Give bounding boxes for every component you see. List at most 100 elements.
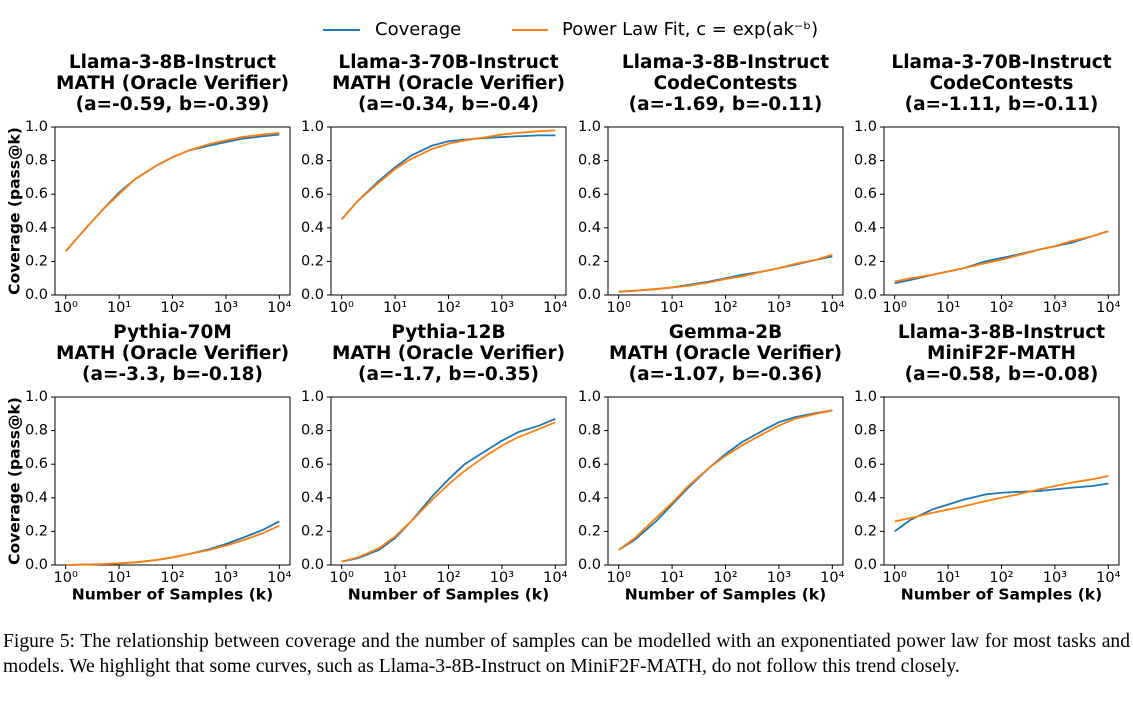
y-tick-label: 0.2 bbox=[854, 523, 877, 539]
x-tick-label: 10² bbox=[713, 570, 737, 586]
y-tick-label: 0.8 bbox=[854, 423, 877, 439]
plot-frame bbox=[607, 396, 844, 566]
y-tick-label: 0.6 bbox=[25, 456, 48, 472]
x-tick-label: 10⁴ bbox=[820, 300, 844, 316]
series-line bbox=[894, 482, 1109, 533]
subplot: Llama-3-70B-InstructCodeContests(a=-1.11… bbox=[854, 52, 1121, 316]
y-tick-label: 0.8 bbox=[578, 423, 601, 439]
legend-label: Coverage bbox=[375, 19, 461, 40]
subplot-title: (a=-1.7, b=-0.35) bbox=[358, 364, 539, 385]
x-tick-label: 10⁴ bbox=[543, 570, 567, 586]
series-line bbox=[618, 409, 833, 551]
x-axis-label: Number of Samples (k) bbox=[625, 586, 826, 604]
subplot-title: (a=-1.69, b=-0.11) bbox=[629, 94, 823, 115]
caption: Figure 5: The relationship between cover… bbox=[3, 631, 1130, 677]
x-tick-label: 10¹ bbox=[107, 300, 131, 316]
plot-frame bbox=[607, 126, 844, 296]
series-line bbox=[618, 253, 833, 293]
subplot-title: Pythia-12B bbox=[391, 322, 505, 343]
subplot-title: Llama-3-70B-Instruct bbox=[338, 52, 558, 73]
series-line bbox=[65, 524, 280, 566]
series-line bbox=[618, 409, 833, 551]
subplot-title: Llama-3-8B-Instruct bbox=[69, 52, 276, 73]
y-tick-label: 0.0 bbox=[854, 287, 877, 303]
x-tick-label: 10³ bbox=[1043, 570, 1067, 586]
y-tick-label: 1.0 bbox=[301, 119, 324, 135]
y-tick-label: 0.0 bbox=[854, 557, 877, 573]
x-tick-label: 10¹ bbox=[107, 570, 131, 586]
y-tick-label: 0.8 bbox=[25, 423, 48, 439]
x-tick-label: 10⁴ bbox=[267, 300, 291, 316]
y-tick-label: 0.6 bbox=[578, 186, 601, 202]
y-tick-label: 1.0 bbox=[854, 119, 877, 135]
y-tick-label: 1.0 bbox=[854, 389, 877, 405]
x-tick-label: 10⁰ bbox=[883, 300, 907, 316]
y-tick-label: 0.6 bbox=[854, 186, 877, 202]
x-tick-label: 10³ bbox=[490, 570, 514, 586]
y-tick-label: 0.8 bbox=[854, 153, 877, 169]
y-tick-label: 1.0 bbox=[578, 389, 601, 405]
y-tick-label: 0.0 bbox=[578, 287, 601, 303]
x-tick-label: 10⁴ bbox=[1096, 570, 1120, 586]
y-tick-label: 0.4 bbox=[578, 490, 601, 506]
x-tick-label: 10⁴ bbox=[1096, 300, 1120, 316]
subplot-title: (a=-1.11, b=-0.11) bbox=[905, 94, 1099, 115]
y-tick-label: 0.6 bbox=[578, 456, 601, 472]
x-tick-label: 10¹ bbox=[383, 570, 407, 586]
series-line bbox=[65, 133, 280, 252]
y-tick-label: 0.2 bbox=[25, 253, 48, 269]
y-tick-label: 1.0 bbox=[578, 119, 601, 135]
y-axis-label: Coverage (pass@k) bbox=[6, 397, 24, 565]
subplot-title: MATH (Oracle Verifier) bbox=[609, 343, 842, 364]
y-tick-label: 0.8 bbox=[301, 153, 324, 169]
y-tick-label: 0.2 bbox=[301, 523, 324, 539]
subplot-title: (a=-0.58, b=-0.08) bbox=[905, 364, 1099, 385]
y-tick-label: 1.0 bbox=[25, 389, 48, 405]
y-tick-label: 0.8 bbox=[301, 423, 324, 439]
x-tick-label: 10⁴ bbox=[543, 300, 567, 316]
x-tick-label: 10¹ bbox=[660, 570, 684, 586]
series-line bbox=[65, 520, 280, 566]
x-tick-label: 10⁰ bbox=[607, 570, 631, 586]
y-tick-label: 1.0 bbox=[25, 119, 48, 135]
x-tick-label: 10³ bbox=[767, 300, 791, 316]
x-tick-label: 10⁴ bbox=[820, 570, 844, 586]
y-tick-label: 0.4 bbox=[301, 220, 324, 236]
y-tick-label: 0.6 bbox=[301, 186, 324, 202]
x-tick-label: 10² bbox=[713, 300, 737, 316]
y-tick-label: 0.0 bbox=[301, 287, 324, 303]
x-tick-label: 10² bbox=[436, 570, 460, 586]
subplot-title: MATH (Oracle Verifier) bbox=[56, 73, 289, 94]
y-tick-label: 0.4 bbox=[25, 490, 48, 506]
x-tick-label: 10⁰ bbox=[883, 570, 907, 586]
y-tick-label: 0.8 bbox=[25, 153, 48, 169]
x-tick-label: 10⁰ bbox=[607, 300, 631, 316]
y-tick-label: 0.2 bbox=[25, 523, 48, 539]
x-tick-label: 10¹ bbox=[660, 300, 684, 316]
y-tick-label: 0.2 bbox=[578, 253, 601, 269]
subplot-title: MATH (Oracle Verifier) bbox=[56, 343, 289, 364]
series-line bbox=[341, 129, 556, 220]
x-tick-label: 10⁰ bbox=[54, 570, 78, 586]
legend: Coverage Power Law Fit, c = exp(ak⁻ᵇ) bbox=[323, 19, 818, 40]
y-tick-label: 0.4 bbox=[25, 220, 48, 236]
y-tick-label: 0.8 bbox=[578, 153, 601, 169]
x-axis-label: Number of Samples (k) bbox=[901, 586, 1102, 604]
x-tick-label: 10¹ bbox=[936, 570, 960, 586]
plot-frame bbox=[883, 126, 1120, 296]
x-tick-label: 10² bbox=[160, 300, 184, 316]
subplot-title: (a=-0.59, b=-0.39) bbox=[76, 94, 270, 115]
plot-frame bbox=[54, 126, 291, 296]
subplot-title: (a=-1.07, b=-0.36) bbox=[629, 364, 823, 385]
legend-label: Power Law Fit, c = exp(ak⁻ᵇ) bbox=[562, 19, 818, 40]
x-tick-label: 10⁰ bbox=[330, 570, 354, 586]
subplot-title: Pythia-70M bbox=[113, 322, 232, 343]
subplot-title: CodeContests bbox=[930, 73, 1074, 94]
y-tick-label: 0.0 bbox=[25, 557, 48, 573]
y-tick-label: 0.2 bbox=[578, 523, 601, 539]
y-tick-label: 0.6 bbox=[301, 456, 324, 472]
series-line bbox=[618, 255, 833, 293]
series-line bbox=[894, 475, 1109, 523]
